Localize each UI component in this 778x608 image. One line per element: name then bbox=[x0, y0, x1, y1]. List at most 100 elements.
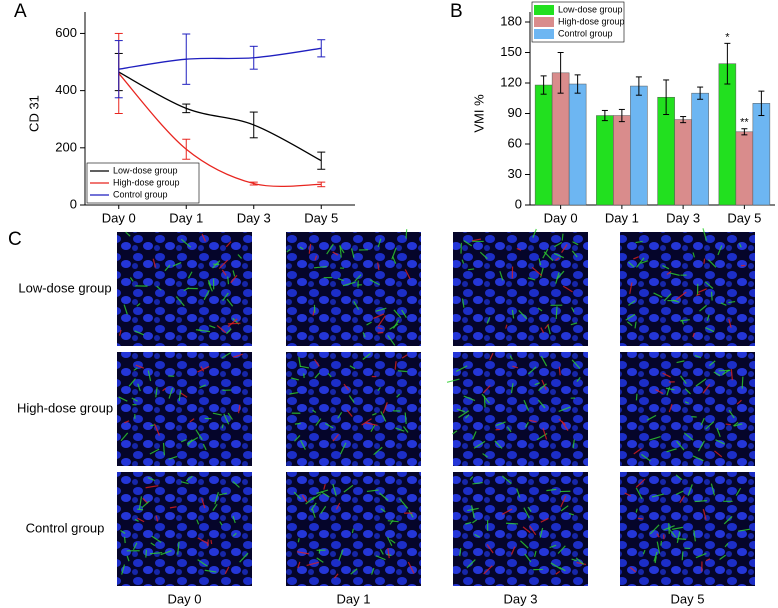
micrograph-fiber bbox=[554, 242, 563, 248]
micrograph-fiber bbox=[738, 243, 742, 248]
micrograph-fiber bbox=[318, 549, 321, 554]
micrograph-fiber bbox=[337, 411, 343, 419]
micrograph-fiber bbox=[200, 366, 205, 372]
micrograph-fiber bbox=[310, 502, 317, 511]
micrograph-fiber bbox=[311, 508, 316, 518]
micrograph-fiber bbox=[204, 569, 217, 573]
micrograph-fiber bbox=[145, 549, 147, 558]
micrograph-fiber bbox=[575, 557, 585, 565]
micrograph-fiber bbox=[735, 487, 742, 496]
micrograph-fiber bbox=[210, 539, 213, 545]
micrograph-fiber bbox=[294, 435, 301, 442]
micrograph-fiber bbox=[227, 318, 238, 328]
micrograph-fiber bbox=[216, 325, 227, 334]
micrograph-fiber bbox=[741, 376, 744, 389]
bar bbox=[691, 92, 709, 206]
y-axis-label: CD 31 bbox=[26, 95, 41, 132]
micrograph-fiber bbox=[149, 552, 163, 555]
micrograph-fiber bbox=[134, 330, 145, 336]
legend-swatch bbox=[534, 29, 554, 39]
micrograph-fiber bbox=[624, 492, 632, 497]
micrograph-fiber bbox=[719, 554, 727, 561]
micrograph-fiber bbox=[724, 542, 729, 548]
column-label: Day 3 bbox=[504, 591, 538, 606]
legend-label: Low-dose group bbox=[113, 165, 178, 175]
micrograph-fiber bbox=[147, 370, 152, 382]
micrograph-fiber bbox=[160, 550, 172, 556]
micrograph-fiber bbox=[570, 322, 578, 326]
micrograph-fiber bbox=[312, 409, 317, 414]
micrograph-fiber bbox=[550, 562, 562, 570]
micrograph-fiber bbox=[653, 551, 658, 562]
micrograph-fiber bbox=[202, 443, 207, 451]
micrograph bbox=[117, 472, 252, 586]
micrograph-fiber bbox=[468, 268, 475, 271]
micrograph-fiber bbox=[300, 439, 306, 450]
micrograph-fiber bbox=[707, 259, 717, 268]
micrograph-fiber bbox=[641, 453, 651, 462]
micrograph-fiber bbox=[720, 302, 727, 306]
micrograph-fiber bbox=[635, 393, 638, 401]
micrograph-fiber bbox=[314, 255, 318, 261]
micrograph-fiber bbox=[466, 559, 476, 569]
micrograph-fiber bbox=[372, 412, 377, 416]
micrograph-fiber bbox=[635, 240, 643, 244]
error-bar bbox=[724, 42, 731, 85]
micrograph-fiber bbox=[195, 429, 203, 441]
line bbox=[118, 47, 322, 70]
line bbox=[118, 71, 322, 162]
micrograph-fiber bbox=[702, 383, 711, 394]
micrograph-fiber bbox=[532, 228, 537, 238]
micrograph-fiber bbox=[646, 414, 657, 421]
micrograph-fiber bbox=[516, 488, 521, 498]
micrograph-fiber bbox=[456, 408, 466, 413]
micrograph-fiber bbox=[692, 455, 704, 462]
micrograph-fiber bbox=[662, 372, 671, 378]
micrograph-fiber bbox=[666, 270, 672, 275]
error-bar bbox=[635, 76, 642, 96]
micrograph-fiber bbox=[389, 539, 396, 544]
micrograph-fiber bbox=[180, 392, 188, 398]
micrograph-fiber bbox=[225, 241, 232, 248]
micrograph-fiber bbox=[155, 515, 159, 522]
micrograph-fiber bbox=[134, 518, 139, 522]
micrograph-fiber bbox=[294, 422, 301, 425]
micrograph-fiber bbox=[684, 388, 691, 395]
micrograph-fiber bbox=[338, 549, 344, 561]
micrograph-fiber bbox=[561, 244, 568, 253]
micrograph-fiber bbox=[539, 527, 544, 538]
micrograph-fiber bbox=[316, 489, 329, 495]
micrograph-fiber bbox=[558, 406, 571, 413]
micrograph-fiber bbox=[541, 379, 547, 390]
micrograph-fiber bbox=[137, 508, 144, 511]
y-tick-label: 120 bbox=[500, 74, 522, 89]
micrograph-fiber bbox=[505, 324, 508, 329]
micrograph-fiber bbox=[387, 547, 390, 559]
micrograph-fiber bbox=[629, 566, 637, 573]
micrograph-fiber bbox=[699, 304, 708, 312]
micrograph-fiber bbox=[218, 492, 228, 496]
error-bar bbox=[663, 79, 670, 116]
micrograph-fiber bbox=[373, 313, 385, 320]
micrograph-fiber bbox=[162, 442, 165, 456]
micrograph-fiber bbox=[326, 243, 334, 255]
micrograph-fiber bbox=[666, 387, 675, 391]
micrograph-fiber bbox=[379, 492, 389, 501]
micrograph-fiber bbox=[370, 424, 376, 432]
micrograph-fiber bbox=[180, 438, 187, 443]
micrograph-fiber bbox=[133, 367, 138, 371]
micrograph-fiber bbox=[728, 318, 732, 328]
micrograph-fiber bbox=[544, 323, 550, 329]
micrograph-fiber bbox=[572, 241, 579, 246]
micrograph-fiber bbox=[227, 412, 233, 420]
micrograph-fiber bbox=[316, 557, 324, 563]
micrograph-fiber bbox=[311, 493, 322, 501]
micrograph-fiber bbox=[633, 256, 639, 260]
micrograph-fiber bbox=[391, 247, 397, 260]
micrograph-fiber bbox=[706, 314, 710, 321]
micrograph-fiber bbox=[667, 527, 677, 538]
micrograph-fiber bbox=[147, 477, 155, 482]
micrograph-fiber bbox=[145, 485, 159, 489]
micrograph-fiber bbox=[534, 550, 537, 557]
micrograph-fiber bbox=[332, 483, 337, 497]
